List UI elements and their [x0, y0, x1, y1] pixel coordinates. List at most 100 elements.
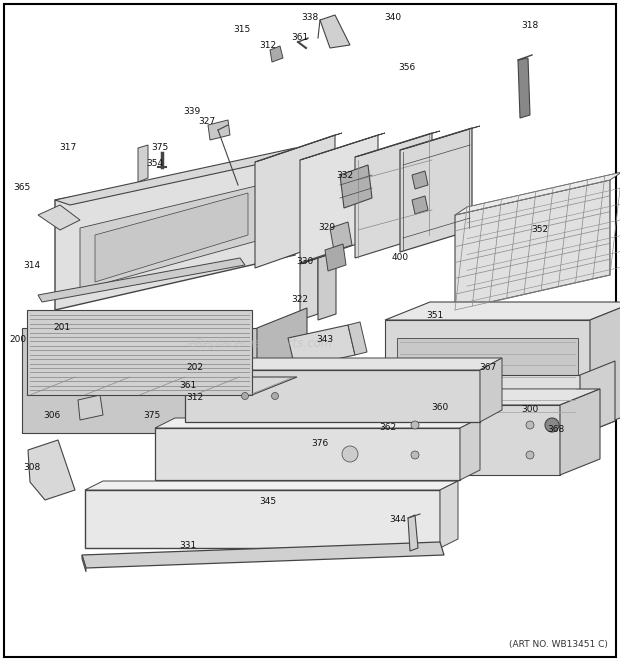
Text: 314: 314: [24, 260, 40, 270]
Circle shape: [545, 418, 559, 432]
Polygon shape: [325, 244, 346, 271]
Polygon shape: [400, 126, 480, 150]
Polygon shape: [257, 308, 307, 433]
Polygon shape: [590, 302, 620, 430]
Text: 318: 318: [521, 20, 539, 30]
Text: 329: 329: [319, 223, 335, 233]
Text: 375: 375: [143, 410, 161, 420]
Polygon shape: [208, 120, 230, 140]
Polygon shape: [27, 377, 297, 395]
Text: 361: 361: [179, 381, 197, 389]
Polygon shape: [318, 252, 336, 320]
Text: 352: 352: [531, 225, 549, 235]
Polygon shape: [185, 358, 502, 370]
Polygon shape: [95, 193, 248, 282]
Polygon shape: [155, 428, 460, 480]
Text: 317: 317: [60, 143, 77, 153]
Polygon shape: [375, 389, 600, 405]
Text: 375: 375: [151, 143, 169, 153]
Circle shape: [526, 421, 534, 429]
Polygon shape: [455, 172, 620, 215]
Text: 308: 308: [24, 463, 41, 473]
Circle shape: [411, 421, 419, 429]
Text: 202: 202: [187, 364, 203, 373]
Polygon shape: [28, 440, 75, 500]
Polygon shape: [22, 413, 307, 433]
Text: (ART NO. WB13451 C): (ART NO. WB13451 C): [509, 640, 608, 649]
Text: 315: 315: [233, 26, 250, 34]
Polygon shape: [38, 205, 80, 230]
Polygon shape: [80, 185, 260, 290]
Polygon shape: [320, 15, 350, 48]
Polygon shape: [518, 58, 530, 118]
Polygon shape: [397, 338, 578, 422]
Polygon shape: [55, 155, 295, 310]
Text: 300: 300: [521, 405, 539, 414]
Polygon shape: [22, 328, 257, 433]
Polygon shape: [78, 395, 103, 420]
Text: eReplacementParts.com: eReplacementParts.com: [188, 337, 332, 350]
Polygon shape: [300, 133, 385, 160]
Polygon shape: [27, 310, 252, 395]
Polygon shape: [355, 131, 440, 157]
Text: 361: 361: [291, 34, 309, 42]
Polygon shape: [355, 133, 432, 258]
Polygon shape: [38, 258, 245, 302]
Text: 338: 338: [301, 13, 319, 22]
Circle shape: [526, 451, 534, 459]
Text: 200: 200: [9, 336, 27, 344]
Polygon shape: [85, 490, 440, 548]
Text: 340: 340: [384, 13, 402, 22]
Polygon shape: [255, 135, 335, 268]
Polygon shape: [412, 171, 428, 189]
Text: 312: 312: [187, 393, 203, 403]
Text: 362: 362: [379, 424, 397, 432]
Circle shape: [411, 451, 419, 459]
Polygon shape: [138, 145, 148, 182]
Text: 376: 376: [311, 438, 329, 447]
Polygon shape: [300, 135, 378, 263]
Text: 365: 365: [14, 184, 30, 192]
Text: 312: 312: [259, 40, 277, 50]
Text: 351: 351: [427, 311, 444, 319]
Polygon shape: [270, 46, 283, 62]
Polygon shape: [412, 196, 428, 214]
Text: 343: 343: [316, 336, 334, 344]
Text: 367: 367: [479, 364, 497, 373]
Text: 322: 322: [291, 295, 309, 305]
Text: 354: 354: [146, 159, 164, 167]
Text: 339: 339: [184, 108, 201, 116]
Polygon shape: [375, 405, 560, 475]
Polygon shape: [460, 418, 480, 480]
Text: 331: 331: [179, 541, 197, 549]
Text: 368: 368: [547, 426, 565, 434]
Circle shape: [242, 393, 249, 399]
Polygon shape: [82, 555, 86, 572]
Polygon shape: [348, 322, 367, 355]
Polygon shape: [560, 389, 600, 475]
Polygon shape: [300, 252, 336, 264]
Polygon shape: [288, 325, 355, 368]
Text: 330: 330: [296, 258, 314, 266]
Polygon shape: [385, 320, 590, 430]
Polygon shape: [440, 481, 458, 548]
Text: 360: 360: [432, 403, 449, 412]
Circle shape: [272, 393, 278, 399]
Text: 332: 332: [337, 171, 353, 180]
Polygon shape: [300, 258, 318, 320]
Polygon shape: [400, 128, 472, 252]
Circle shape: [342, 446, 358, 462]
Polygon shape: [480, 358, 502, 422]
Polygon shape: [340, 165, 372, 208]
Polygon shape: [455, 180, 610, 310]
Polygon shape: [55, 148, 310, 205]
Polygon shape: [580, 361, 615, 435]
Polygon shape: [330, 222, 352, 251]
Polygon shape: [82, 542, 444, 568]
Text: 201: 201: [53, 323, 71, 332]
Text: 306: 306: [43, 410, 61, 420]
Text: 327: 327: [198, 118, 216, 126]
Text: 356: 356: [399, 63, 415, 73]
Polygon shape: [395, 421, 615, 435]
Polygon shape: [255, 133, 342, 162]
